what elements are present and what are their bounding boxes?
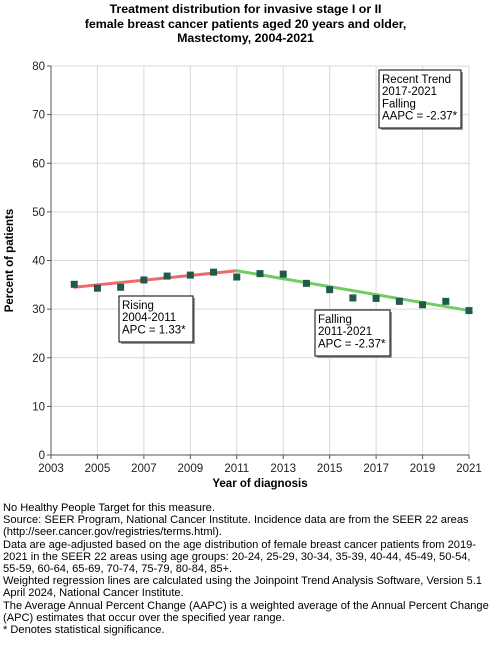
annotation-text: APC = -2.37* xyxy=(318,338,386,350)
data-point xyxy=(186,271,194,279)
chart-title: Treatment distribution for invasive stag… xyxy=(0,2,491,46)
data-point xyxy=(349,294,357,302)
footnote-target: No Healthy People Target for this measur… xyxy=(3,502,215,514)
trend-line-2 xyxy=(235,269,471,313)
data-point xyxy=(442,297,450,305)
footnote-aapc: The Average Annual Percent Change (AAPC)… xyxy=(3,599,489,624)
grid-layer xyxy=(51,65,470,455)
footnote-regression: Weighted regression lines are calculated… xyxy=(3,575,482,600)
data-point xyxy=(465,307,473,315)
annotation-text: Falling xyxy=(318,314,352,326)
annotation-text: APC = 1.33* xyxy=(122,324,186,336)
chart-title-line-3: Mastectomy, 2004-2021 xyxy=(177,31,314,45)
trend-line-1 xyxy=(72,269,239,289)
data-point xyxy=(70,280,78,288)
footnote-significance: * Denotes statistical significance. xyxy=(3,624,165,637)
x-tick-label: 2011 xyxy=(224,463,249,475)
x-tick-label: 2015 xyxy=(317,463,343,475)
annotation-frame xyxy=(314,309,391,357)
data-point xyxy=(326,286,334,294)
y-tick-label: 0 xyxy=(39,450,45,462)
data-point xyxy=(256,270,264,278)
y-tick-label: 80 xyxy=(32,61,45,73)
y-tick-label: 20 xyxy=(32,353,45,365)
annotation-text: 2011-2021 xyxy=(318,326,372,338)
x-tick-label: 2021 xyxy=(456,463,482,475)
footnote-age-adjusted: Data are age-adjusted based on the age d… xyxy=(3,538,477,576)
data-point xyxy=(163,272,171,280)
annotation-text: Falling xyxy=(382,98,416,110)
x-axis-title: Year of diagnosis xyxy=(212,478,307,490)
annotation-text: 2004-2011 xyxy=(122,312,176,324)
x-tick-label: 2003 xyxy=(38,463,64,475)
data-point xyxy=(372,294,380,302)
x-tick-label: 2017 xyxy=(363,463,389,475)
y-tick-label: 50 xyxy=(32,207,45,219)
marker-layer xyxy=(70,268,473,315)
data-point xyxy=(302,279,310,287)
y-tick-label: 40 xyxy=(32,256,45,268)
data-point xyxy=(395,297,403,305)
axis-layer: 0 10 20 30 40 50 60 70 80 2003 2005 2007 2009 2011 201… xyxy=(4,61,482,490)
y-tick-label: 30 xyxy=(32,304,45,316)
annotation-text: AAPC = -2.37* xyxy=(382,111,458,123)
data-point xyxy=(210,268,218,276)
data-point xyxy=(419,301,427,309)
footnotes: No Healthy People Target for this measur… xyxy=(3,502,489,636)
data-point xyxy=(279,270,287,278)
data-point xyxy=(93,284,101,292)
y-axis-title: Percent of patients xyxy=(4,209,16,313)
chart-svg: 0 10 20 30 40 50 60 70 80 2003 2005 2007 2009 2011 201… xyxy=(4,61,482,490)
y-tick-label: 70 xyxy=(32,110,45,122)
annotation-text: Rising xyxy=(122,300,154,312)
y-tick-label: 10 xyxy=(32,401,45,413)
y-tick-label: 60 xyxy=(32,158,45,170)
annotation-frame xyxy=(378,69,462,129)
x-tick-label: 2013 xyxy=(270,463,296,475)
x-tick-label: 2005 xyxy=(85,463,111,475)
data-point xyxy=(140,276,148,284)
data-point xyxy=(233,273,241,281)
chart-title-line-1: Treatment distribution for invasive stag… xyxy=(109,2,382,16)
x-tick-label: 2009 xyxy=(178,463,204,475)
footnote-source: Source: SEER Program, National Cancer In… xyxy=(3,514,469,539)
x-tick-label: 2019 xyxy=(410,463,436,475)
x-tick-label: 2007 xyxy=(131,463,157,475)
chart-title-line-2: female breast cancer patients aged 20 ye… xyxy=(84,16,407,31)
data-point xyxy=(117,283,125,291)
annotation-frame xyxy=(118,295,194,343)
annotation-text: 2017-2021 xyxy=(382,86,437,98)
trend-layer xyxy=(72,269,471,313)
annotation-text: Recent Trend xyxy=(382,74,451,86)
